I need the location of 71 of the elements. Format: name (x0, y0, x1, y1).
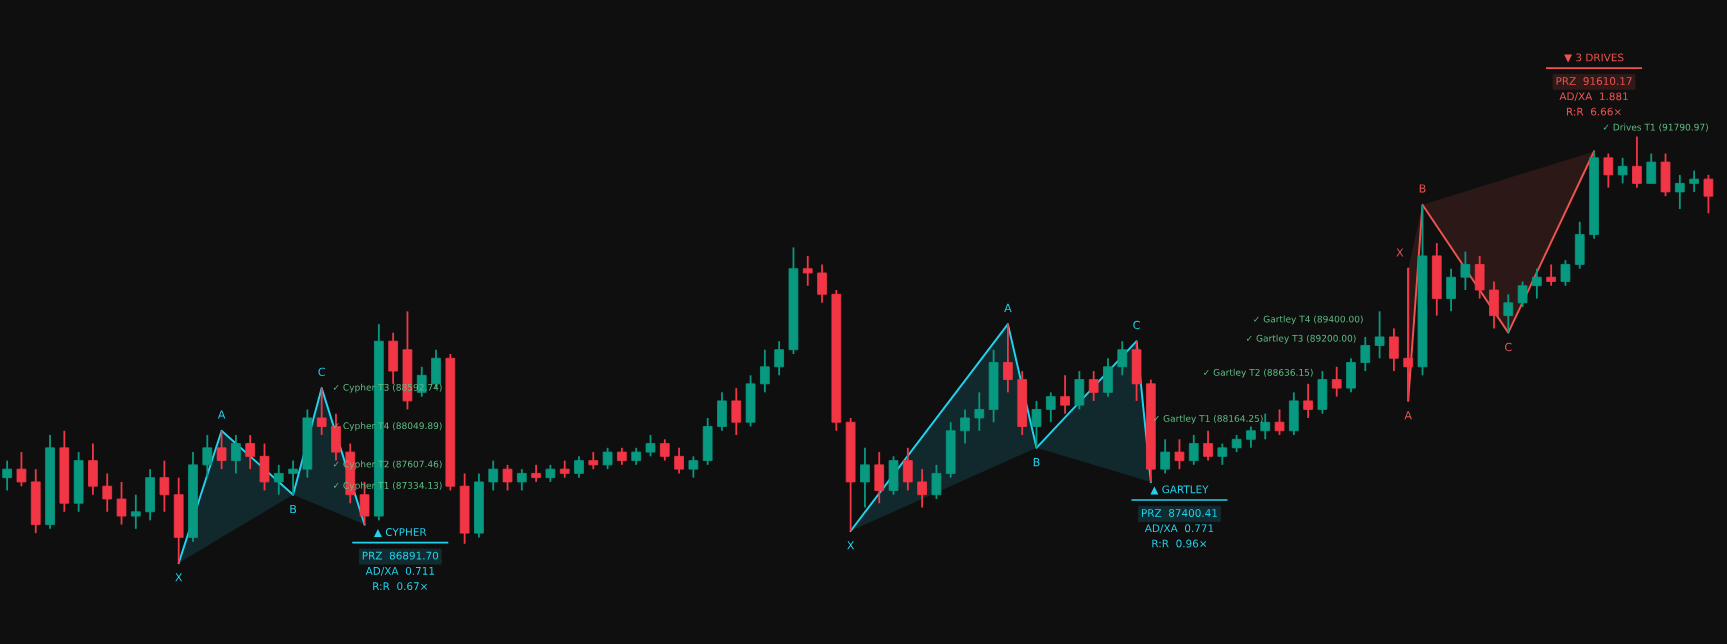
candlestick (488, 459, 499, 492)
annotation: ▲ GARTLEY (1150, 485, 1209, 495)
annotation: A (1404, 411, 1412, 420)
candlestick (159, 459, 170, 513)
annotation: C (318, 367, 325, 377)
text: R:R 6.66× (1566, 107, 1621, 116)
annotation: A (1004, 303, 1012, 312)
candlestick (1674, 173, 1685, 210)
candlestick (1274, 408, 1285, 436)
candlestick (1160, 438, 1171, 475)
candlestick (1503, 293, 1514, 334)
candlestick (1174, 438, 1185, 471)
candlestick (502, 463, 513, 492)
annotation: C (1505, 342, 1512, 352)
candlestick (1203, 429, 1213, 462)
candlestick (102, 472, 113, 513)
annotation: AD/XA 0.771 (1144, 524, 1214, 533)
annotation: PRZ 87400.41 (1141, 509, 1217, 517)
candlestick (1460, 250, 1471, 291)
candlestick (2, 459, 12, 492)
candlestick (516, 468, 527, 492)
candlestick (1560, 259, 1571, 287)
candlestick (1246, 425, 1256, 449)
candlestick (1517, 280, 1528, 308)
candlestick (817, 263, 827, 304)
candlestick (1303, 382, 1313, 419)
candlestick (659, 438, 670, 462)
candlestick (1188, 434, 1199, 466)
candlestick (802, 254, 813, 287)
annotation: ✓ Gartley T3 (89200.00) (1246, 334, 1356, 344)
annotation: PRZ 86891.70 (362, 551, 439, 560)
candlestick (1331, 365, 1342, 398)
annotation: R:R 0.96× (1152, 539, 1207, 548)
candlestick (760, 348, 770, 394)
candlestick (1217, 442, 1228, 466)
candlestick (1603, 152, 1614, 189)
candlestick (16, 451, 27, 488)
candlestick (1360, 336, 1371, 372)
candlestick (1703, 173, 1714, 215)
candlestick (1389, 327, 1399, 372)
candlestick (1546, 263, 1557, 287)
candlestick (1374, 310, 1385, 360)
text: X (175, 573, 183, 582)
annotation: X (847, 541, 855, 550)
annotation: ✓ Gartley T4 (89400.00) (1254, 315, 1363, 325)
text: ▼ 3 DRIVES (1564, 53, 1624, 63)
candlestick (731, 387, 742, 436)
candlestick (1646, 152, 1657, 185)
candlestick (602, 446, 613, 471)
text: AD/XA 0.711 (365, 566, 435, 576)
annotation: ✓ Gartley T2 (88636.15) (1204, 368, 1313, 378)
candlestick (674, 446, 684, 475)
candlestick (574, 455, 584, 479)
text: AD/XA 1.881 (1559, 92, 1628, 102)
candlestick (1632, 135, 1642, 189)
annotation: ▲ CYPHER (373, 528, 427, 538)
text: ✓ Drives T1 (91790.97) (1603, 123, 1708, 132)
candlestick (1689, 169, 1699, 193)
candlestick (774, 340, 784, 377)
annotation: B (1419, 184, 1426, 193)
candlestick (130, 493, 141, 530)
annotation: ✓ Gartley T1 (88164.25) (1154, 414, 1263, 424)
candlestick (1532, 267, 1542, 300)
candlestick (688, 455, 699, 479)
candlestick (1617, 156, 1628, 185)
candlestick (645, 434, 656, 458)
annotation: X (1396, 248, 1404, 257)
text: PRZ 91610.17 (1556, 77, 1632, 85)
text: R:R 0.67× (373, 582, 427, 591)
candlestick (116, 481, 127, 526)
candlestick (1446, 267, 1456, 313)
